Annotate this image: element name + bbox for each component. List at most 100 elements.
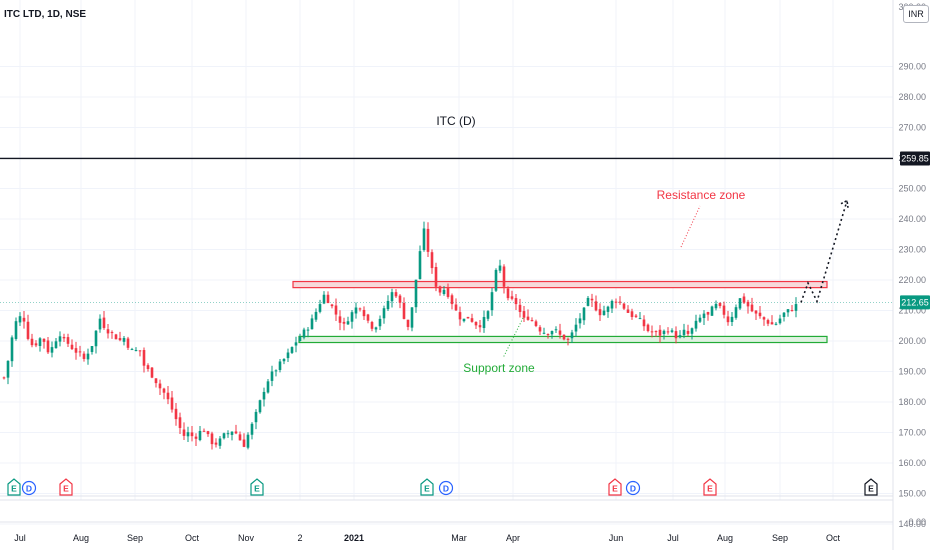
last-price-label: 212.65 [901,297,929,307]
candle-body [674,331,678,339]
candle-body [298,337,302,341]
candle-body [762,317,766,320]
candle-body [406,319,410,327]
y-tick-label: 220.00 [898,275,926,285]
candle-body [490,292,494,311]
candle-body [98,318,102,330]
candle-body [498,265,502,271]
earnings-marker[interactable]: E [59,478,73,496]
candle-body [786,309,790,313]
candle-body [374,327,378,330]
candle-body [362,309,366,317]
event-glyph: E [707,484,713,494]
candle-body [170,397,174,410]
projection-arrowhead [840,199,849,208]
candle-body [382,308,386,319]
candle-body [678,335,682,338]
candle-body [62,336,66,339]
x-tick-label: Jul [14,533,26,543]
dividend-marker[interactable]: D [21,480,37,496]
candle-body [162,388,166,393]
candle-body [82,353,86,359]
earnings-marker[interactable]: E [608,478,622,496]
candle-body [6,360,10,378]
candle-body [526,316,530,320]
earnings-marker[interactable]: E [420,478,434,496]
reference-price-badge [900,151,930,166]
candle-body [238,434,242,441]
candle-body [766,320,770,324]
y-tick-label: 150.00 [898,489,926,499]
y-tick-label: 160.00 [898,458,926,468]
earnings-marker[interactable]: E [7,478,21,496]
candle-body [782,312,786,317]
candle-body [262,391,266,400]
candle-body [754,310,758,314]
candle-body [518,304,522,312]
candle-body [330,304,334,307]
candle-body [270,371,274,381]
candle-body [46,340,50,353]
candle-body [130,349,134,351]
candle-body [302,329,306,338]
candle-body [558,330,562,335]
x-tick-label: Oct [185,533,200,543]
candle-body [694,320,698,329]
dividend-marker[interactable]: D [438,480,454,496]
candle-body [390,292,394,302]
candle-body [774,323,778,325]
candle-body [662,330,666,335]
y-tick-label: 290.00 [898,62,926,72]
currency-button[interactable]: INR [903,5,929,23]
y-tick-label: 140.00 [898,519,926,529]
event-glyph: D [443,484,449,494]
candle-body [26,321,30,339]
candle-body [566,338,570,340]
resistance-zone-label: Resistance zone [657,188,746,202]
candle-body [742,296,746,303]
candle-body [278,361,282,370]
y-tick-label: 180.00 [898,397,926,407]
candle-body [474,321,478,326]
candle-body [178,417,182,428]
earnings-marker[interactable]: E [250,478,264,496]
candle-body [354,307,358,314]
x-tick-label: Mar [451,533,467,543]
earnings-marker[interactable]: E [703,478,717,496]
candle-body [58,336,62,342]
candle-body [30,338,34,346]
candle-body [654,331,658,333]
event-glyph: D [26,484,32,494]
candle-body [86,353,90,360]
candle-body [494,269,498,291]
candle-body [554,329,558,331]
candle-body [462,318,466,322]
candle-body [70,344,74,350]
y-tick-label-bottom: 0.00 [908,517,926,527]
candle-body [634,315,638,317]
candle-body [266,381,270,393]
y-tick-label: 200.00 [898,336,926,346]
candle-body [346,321,350,325]
x-tick-label: Jun [609,533,624,543]
candle-body [650,331,654,333]
candle-body [506,288,510,299]
candle-body [126,338,130,348]
candle-body [598,309,602,316]
candle-body [274,370,278,372]
candle-body [426,228,430,252]
candle-body [718,302,722,307]
dividend-marker[interactable]: D [625,480,641,496]
earnings-marker[interactable]: E [864,478,878,496]
candle-body [350,312,354,322]
candle-body [66,337,70,344]
candle-body [38,338,42,346]
candle-body [102,317,106,328]
candle-body [394,292,398,297]
candle-body [686,330,690,334]
candle-body [106,329,110,334]
candle-body [586,297,590,306]
candle-body [370,322,374,329]
